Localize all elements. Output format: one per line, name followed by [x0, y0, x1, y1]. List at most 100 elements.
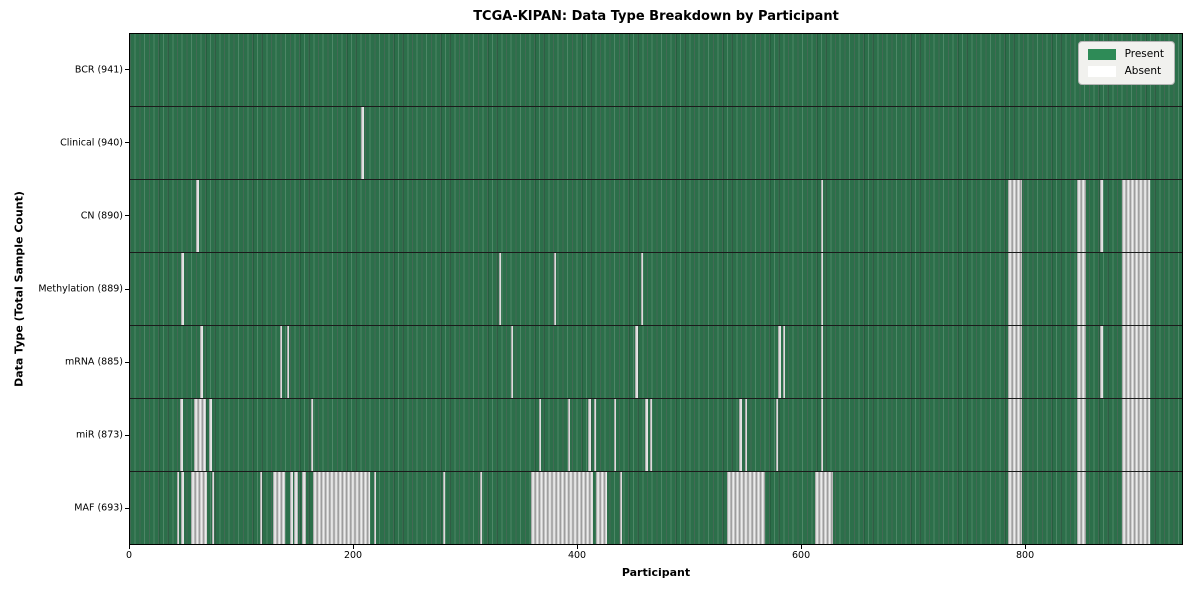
absent-stripe [596, 471, 608, 544]
absent-stripe [568, 398, 571, 472]
x-tick-label: 400 [567, 550, 587, 561]
absent-stripe [498, 252, 502, 326]
y-tick-labels: BCR (941) Clinical (940) CN (890) Methylati… [0, 33, 123, 545]
absent-stripe [635, 325, 638, 399]
x-tick-labels: 0 200 400 600 800 [125, 550, 1183, 562]
x-tick-mark [352, 545, 354, 549]
absent-stripe [614, 398, 617, 472]
absent-stripe [361, 106, 364, 180]
absent-stripe [645, 398, 648, 472]
row-separator [130, 106, 1182, 108]
absent-stripe [1007, 325, 1023, 399]
y-tick-label: miR (873) [75, 429, 123, 441]
x-tick-marks [128, 545, 1183, 549]
absent-stripe [181, 471, 184, 544]
legend-label: Present [1124, 48, 1164, 60]
absent-stripe [782, 325, 786, 399]
absent-stripe [1076, 252, 1086, 326]
x-tick-mark [800, 545, 802, 549]
absent-stripe [531, 471, 593, 544]
plot-area: Present Absent [129, 33, 1183, 545]
absent-stripe [553, 252, 556, 326]
legend-swatch-present [1087, 49, 1116, 60]
absent-stripe [744, 398, 748, 472]
row-separator [130, 397, 1182, 399]
absent-stripe [649, 398, 653, 472]
row-separator [130, 324, 1182, 326]
absent-stripe [176, 471, 180, 544]
absent-stripe [593, 398, 597, 472]
heatmap-row-methylation [130, 252, 1182, 326]
heatmap-row-maf [130, 471, 1182, 544]
absent-stripe [1007, 179, 1023, 253]
x-tick-label: 600 [791, 550, 811, 561]
heatmap-row-clinical [130, 106, 1182, 180]
absent-stripe [1121, 325, 1150, 399]
absent-stripe [259, 471, 262, 544]
absent-stripe [279, 325, 283, 399]
absent-stripe [820, 325, 824, 399]
absent-stripe [313, 471, 371, 544]
absent-stripe [211, 471, 214, 544]
absent-stripe [1121, 179, 1150, 253]
y-tick-label: CN (890) [80, 210, 123, 222]
absent-stripe [820, 398, 824, 472]
absent-stripe [1076, 325, 1086, 399]
absent-stripe [820, 252, 824, 326]
absent-stripe [776, 398, 779, 472]
absent-stripe [191, 471, 208, 544]
absent-stripe [815, 471, 834, 544]
absent-stripe [1007, 471, 1023, 544]
absent-stripe [726, 471, 765, 544]
absent-stripe [511, 325, 514, 399]
absent-stripe [195, 179, 200, 253]
absent-stripe [443, 471, 446, 544]
absent-stripe [180, 398, 183, 472]
y-tick-mark [125, 507, 129, 509]
absent-stripe [588, 398, 591, 472]
absent-stripe [294, 471, 298, 544]
absent-stripe [286, 325, 289, 399]
heatmap-row-bcr [130, 34, 1182, 107]
absent-stripe [1121, 252, 1150, 326]
absent-stripe [302, 471, 306, 544]
x-tick-label: 200 [343, 550, 363, 561]
absent-stripe [311, 398, 314, 472]
legend-entry: Present [1087, 48, 1164, 60]
absent-stripe [1100, 179, 1103, 253]
x-tick-mark [128, 545, 130, 549]
heatmap-grid [130, 34, 1182, 544]
x-tick-mark [576, 545, 578, 549]
absent-stripe [1100, 325, 1103, 399]
heatmap-row-mir [130, 398, 1182, 472]
absent-stripe [1007, 398, 1023, 472]
absent-stripe [1076, 471, 1086, 544]
row-separator [130, 252, 1182, 254]
x-tick-label: 0 [125, 550, 133, 561]
absent-stripe [209, 398, 212, 472]
legend: Present Absent [1077, 41, 1175, 85]
y-tick-mark [125, 142, 129, 144]
heatmap-row-mrna [130, 325, 1182, 399]
absent-stripe [273, 471, 286, 544]
absent-stripe [181, 252, 184, 326]
row-separator [130, 179, 1182, 181]
absent-stripe [1076, 398, 1086, 472]
absent-stripe [778, 325, 781, 399]
absent-stripe [539, 398, 542, 472]
absent-stripe [200, 325, 203, 399]
x-tick-label: 800 [1015, 550, 1035, 561]
absent-stripe [193, 398, 207, 472]
absent-stripe [1121, 471, 1150, 544]
absent-stripe [1121, 398, 1150, 472]
y-tick-label: Clinical (940) [60, 137, 123, 149]
y-tick-label: BCR (941) [74, 64, 123, 76]
heatmap-row-cn [130, 179, 1182, 253]
absent-stripe [619, 471, 622, 544]
x-tick-mark [1024, 545, 1026, 549]
x-axis-label: Participant [621, 566, 691, 579]
absent-stripe [1007, 252, 1023, 326]
y-tick-label: mRNA (885) [64, 356, 123, 368]
chart-title: TCGA-KIPAN: Data Type Breakdown by Parti… [473, 9, 839, 24]
